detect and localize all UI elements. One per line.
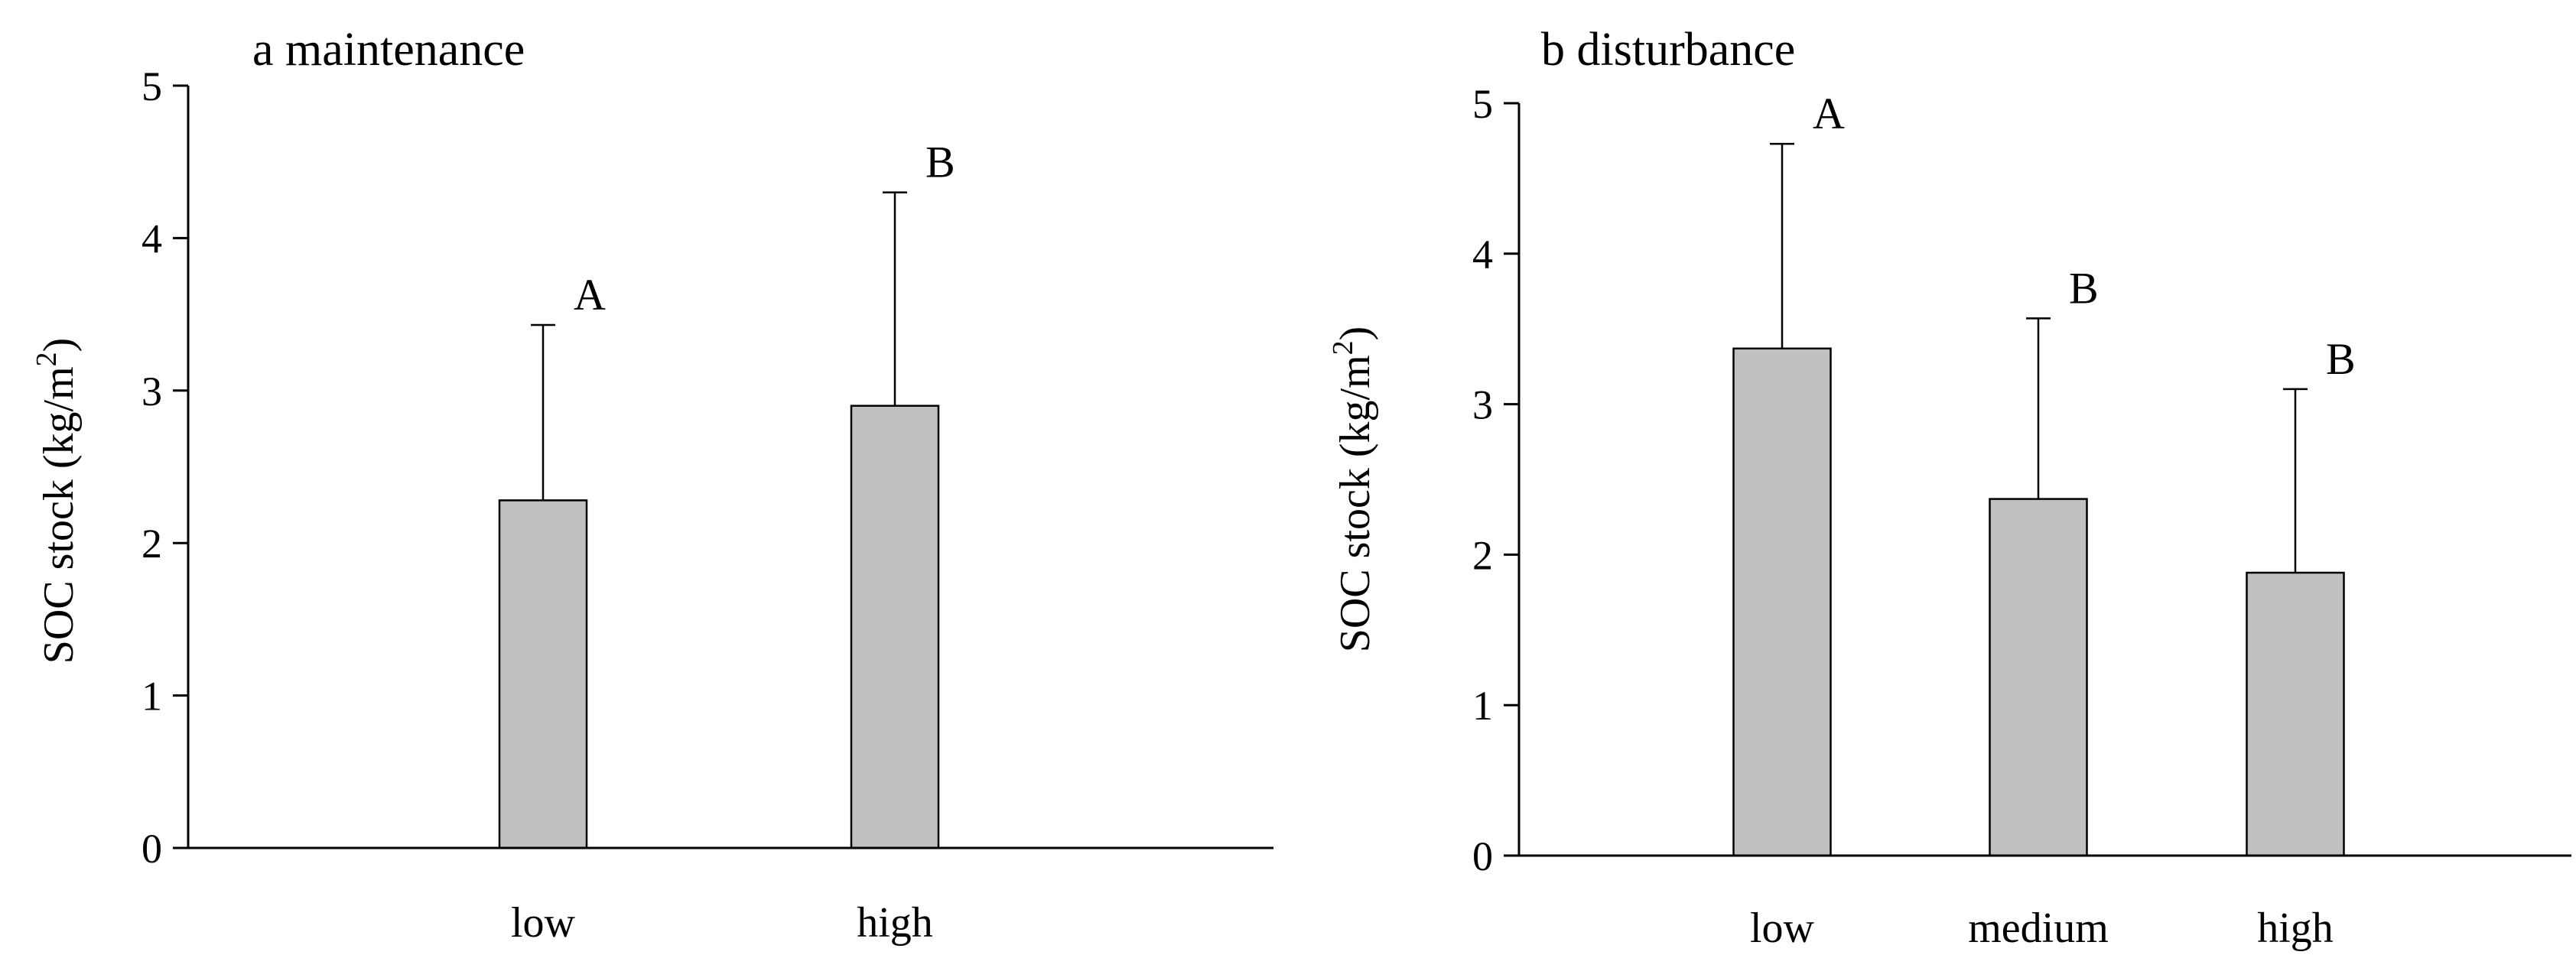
panel-b-title: b disturbance [1541, 24, 1795, 76]
panel-b-y-ticks: 0 1 2 3 4 5 [1472, 81, 1519, 879]
panel-a-y-tick-label: 1 [141, 674, 162, 720]
panel-b-significance-letter: B [2069, 263, 2099, 313]
panel-b: b disturbance SOC stock (kg/m2) 0 1 2 3 4 5 A… [1327, 24, 2571, 952]
panel-a-bar-high [850, 404, 940, 849]
panel-a-y-axis-label-superscript: 2 [31, 352, 63, 366]
panel-b-bars: A B B [1732, 89, 2356, 857]
panel-b-y-tick-label: 0 [1472, 833, 1493, 879]
panel-a-bar-low [498, 499, 588, 849]
panel-a-significance-letter: A [574, 270, 606, 320]
panel-a-categories: low high [511, 899, 933, 947]
panel-b-category-label: low [1750, 905, 1815, 952]
panel-b-y-tick-label: 2 [1472, 532, 1493, 578]
panel-b-significance-letter: A [1813, 89, 1845, 138]
panel-a-y-tick-label: 4 [141, 216, 162, 261]
panel-b-bar-medium [1989, 498, 2088, 857]
panel-a-y-tick-label: 5 [141, 63, 162, 109]
panel-a: a maintenance SOC stock (kg/m2) 0 1 2 3 4 5 A… [31, 24, 1273, 947]
panel-b-y-tick-label: 3 [1472, 382, 1493, 428]
panel-b-significance-letter: B [2326, 334, 2356, 384]
panel-b-bar-low [1732, 347, 1832, 857]
panel-a-bars: AB [498, 138, 955, 849]
panel-a-y-axis-label: SOC stock (kg/m2) [31, 338, 83, 664]
panel-b-y-tick-label: 4 [1472, 232, 1493, 278]
panel-b-bar-high [2246, 571, 2345, 857]
panel-a-y-ticks: 0 1 2 3 4 5 [141, 63, 188, 872]
panel-a-category-label: low [511, 899, 576, 947]
panel-a-significance-letter: B [925, 138, 955, 187]
panel-a-title: a maintenance [252, 24, 525, 76]
panel-b-category-label: medium [1968, 905, 2109, 952]
panel-b-y-axis-label-superscript: 2 [1327, 340, 1359, 355]
panel-a-y-tick-label: 0 [141, 826, 162, 872]
panel-b-y-tick-label: 5 [1472, 81, 1493, 127]
panel-a-y-tick-label: 2 [141, 521, 162, 567]
panel-a-y-tick-label: 3 [141, 369, 162, 414]
panel-a-category-label: high [857, 899, 933, 947]
panel-b-categories: low medium high [1750, 905, 2334, 952]
panel-b-y-axis-label: SOC stock (kg/m2) [1327, 326, 1379, 653]
panel-b-y-tick-label: 1 [1472, 683, 1493, 729]
panel-b-category-label: high [2257, 905, 2334, 952]
